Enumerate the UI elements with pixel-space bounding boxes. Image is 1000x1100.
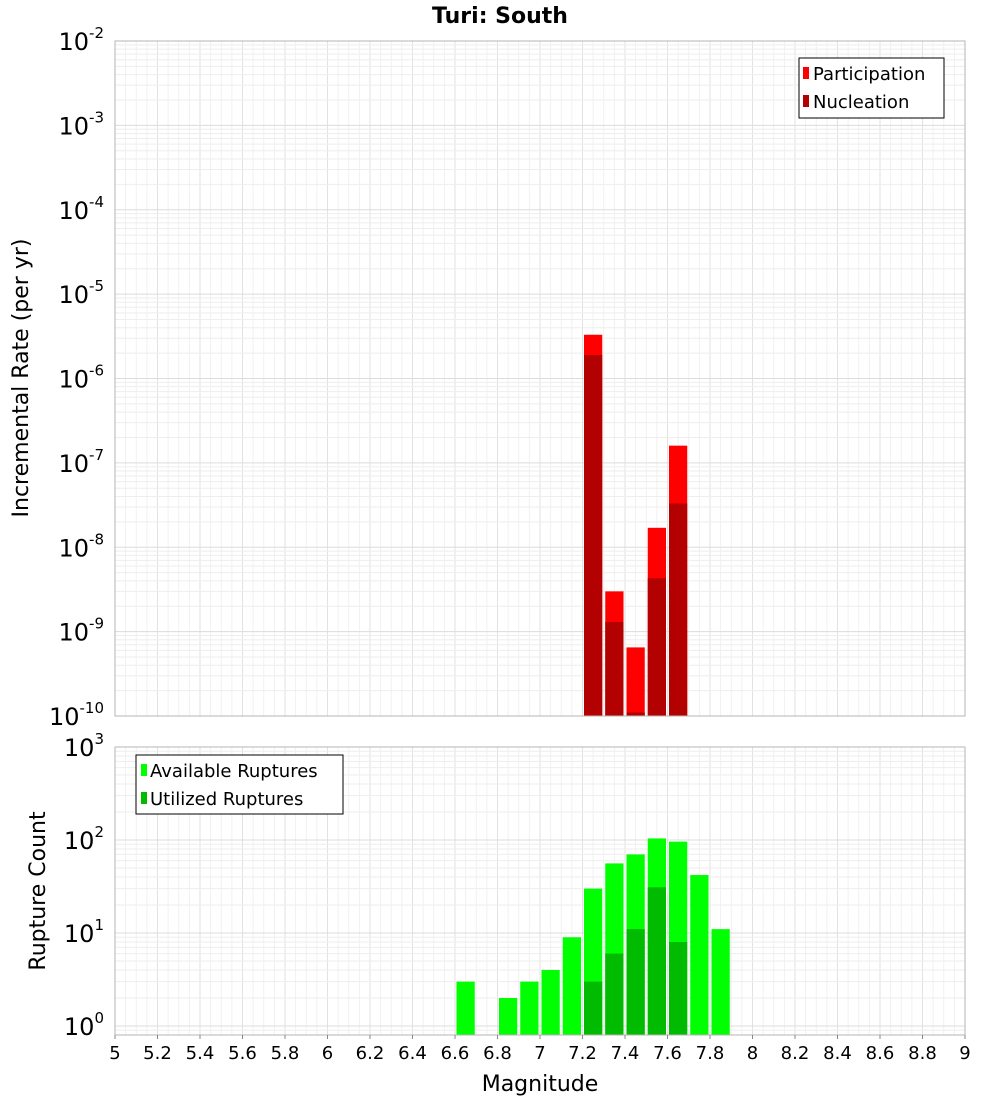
x-tick-label: 5.2 xyxy=(143,1043,172,1064)
y-tick-label: 10-6 xyxy=(58,362,104,394)
bottom-y-ticks: 103 102 101 100 xyxy=(64,730,104,1041)
bar-available-ruptures xyxy=(499,997,518,1035)
bar-available-ruptures xyxy=(541,969,560,1035)
bar-utilized-ruptures xyxy=(647,887,666,1035)
legend-utilized-swatch xyxy=(141,792,147,804)
x-tick-label: 5.8 xyxy=(271,1043,300,1064)
bottom-bars xyxy=(456,838,730,1035)
legend-participation-swatch xyxy=(803,67,809,79)
bar-utilized-ruptures xyxy=(669,942,688,1035)
bar-utilized-ruptures xyxy=(626,929,645,1035)
y-tick-label: 10-3 xyxy=(58,108,104,140)
bar-available-ruptures xyxy=(690,875,709,1035)
x-tick-label: 7.2 xyxy=(568,1043,597,1064)
top-y-axis-label: Incremental Rate (per yr) xyxy=(9,239,34,518)
bar-available-ruptures xyxy=(456,981,475,1035)
x-tick-label: 7.8 xyxy=(696,1043,725,1064)
x-tick-label: 5.4 xyxy=(186,1043,215,1064)
y-tick-label: 10-4 xyxy=(58,193,104,225)
bottom-plot-panel: 103 102 101 100 5 5.2 5.4 5.6 5.8 6 6.2 6.4 6.6 6.8 7… xyxy=(26,730,971,1097)
top-legend-box xyxy=(798,57,945,119)
bar-nucleation xyxy=(647,578,666,716)
y-tick-label: 10-7 xyxy=(58,446,104,478)
chart-title: Turi: South xyxy=(432,4,568,29)
x-tick-label: 8.4 xyxy=(823,1043,852,1064)
x-axis-label: Magnitude xyxy=(482,1072,599,1097)
y-tick-label: 10-10 xyxy=(49,699,104,731)
x-tick-label: 7.6 xyxy=(653,1043,682,1064)
top-legend: Participation Nucleation xyxy=(798,57,945,119)
x-tick-label: 8.6 xyxy=(866,1043,895,1064)
bottom-legend: Available Ruptures Utilized Ruptures xyxy=(135,754,344,815)
bottom-legend-box xyxy=(135,754,344,815)
bar-utilized-ruptures xyxy=(584,981,603,1035)
top-plot-frame xyxy=(114,40,966,717)
y-tick-label: 102 xyxy=(64,823,104,855)
y-tick-label: 10-2 xyxy=(58,24,104,56)
x-tick-label: 6.8 xyxy=(483,1043,512,1064)
x-tick-label: 6 xyxy=(322,1043,333,1064)
bar-available-ruptures xyxy=(711,929,730,1035)
y-tick-label: 101 xyxy=(64,916,104,948)
top-grid xyxy=(114,40,966,717)
x-tick-label: 6.2 xyxy=(356,1043,385,1064)
x-tick-label: 9 xyxy=(959,1043,970,1064)
top-y-ticks: 10-2 10-3 10-4 10-5 10-6 10-7 10-8 10-9 10-10 xyxy=(49,24,104,731)
legend-available-swatch xyxy=(141,764,147,776)
y-tick-label: 100 xyxy=(64,1009,104,1041)
legend-available-label: Available Ruptures xyxy=(150,761,318,782)
x-tick-label: 8.8 xyxy=(908,1043,937,1064)
legend-participation-label: Participation xyxy=(813,64,925,85)
y-tick-label: 10-9 xyxy=(58,615,104,647)
bar-available-ruptures xyxy=(520,981,539,1035)
top-bars xyxy=(584,334,688,716)
x-tick-label: 8.2 xyxy=(781,1043,810,1064)
x-tick-label: 5 xyxy=(109,1043,120,1064)
legend-utilized-label: Utilized Ruptures xyxy=(150,789,303,810)
x-ticks: 5 5.2 5.4 5.6 5.8 6 6.2 6.4 6.6 6.8 7 7.2 7.4 7.6 7.8 8… xyxy=(109,1035,971,1064)
bar-available-ruptures xyxy=(562,937,581,1035)
legend-nucleation-swatch xyxy=(803,95,809,107)
y-tick-label: 10-5 xyxy=(58,277,104,309)
bottom-y-axis-label: Rupture Count xyxy=(26,811,51,971)
bar-nucleation xyxy=(626,712,645,716)
x-tick-label: 6.4 xyxy=(398,1043,427,1064)
bar-nucleation xyxy=(669,503,688,716)
y-tick-label: 103 xyxy=(64,730,104,762)
x-tick-label: 6.6 xyxy=(441,1043,470,1064)
legend-nucleation-label: Nucleation xyxy=(813,92,909,113)
bar-utilized-ruptures xyxy=(605,953,624,1035)
top-plot-panel: 10-2 10-3 10-4 10-5 10-6 10-7 10-8 10-9 10-10 In… xyxy=(9,24,966,731)
x-tick-label: 7 xyxy=(534,1043,545,1064)
x-tick-label: 7.4 xyxy=(611,1043,640,1064)
x-tick-label: 8 xyxy=(747,1043,758,1064)
x-tick-label: 5.6 xyxy=(228,1043,257,1064)
bar-nucleation xyxy=(584,354,603,716)
bar-nucleation xyxy=(605,622,624,716)
y-tick-label: 10-8 xyxy=(58,530,104,562)
bar-participation xyxy=(626,647,645,716)
